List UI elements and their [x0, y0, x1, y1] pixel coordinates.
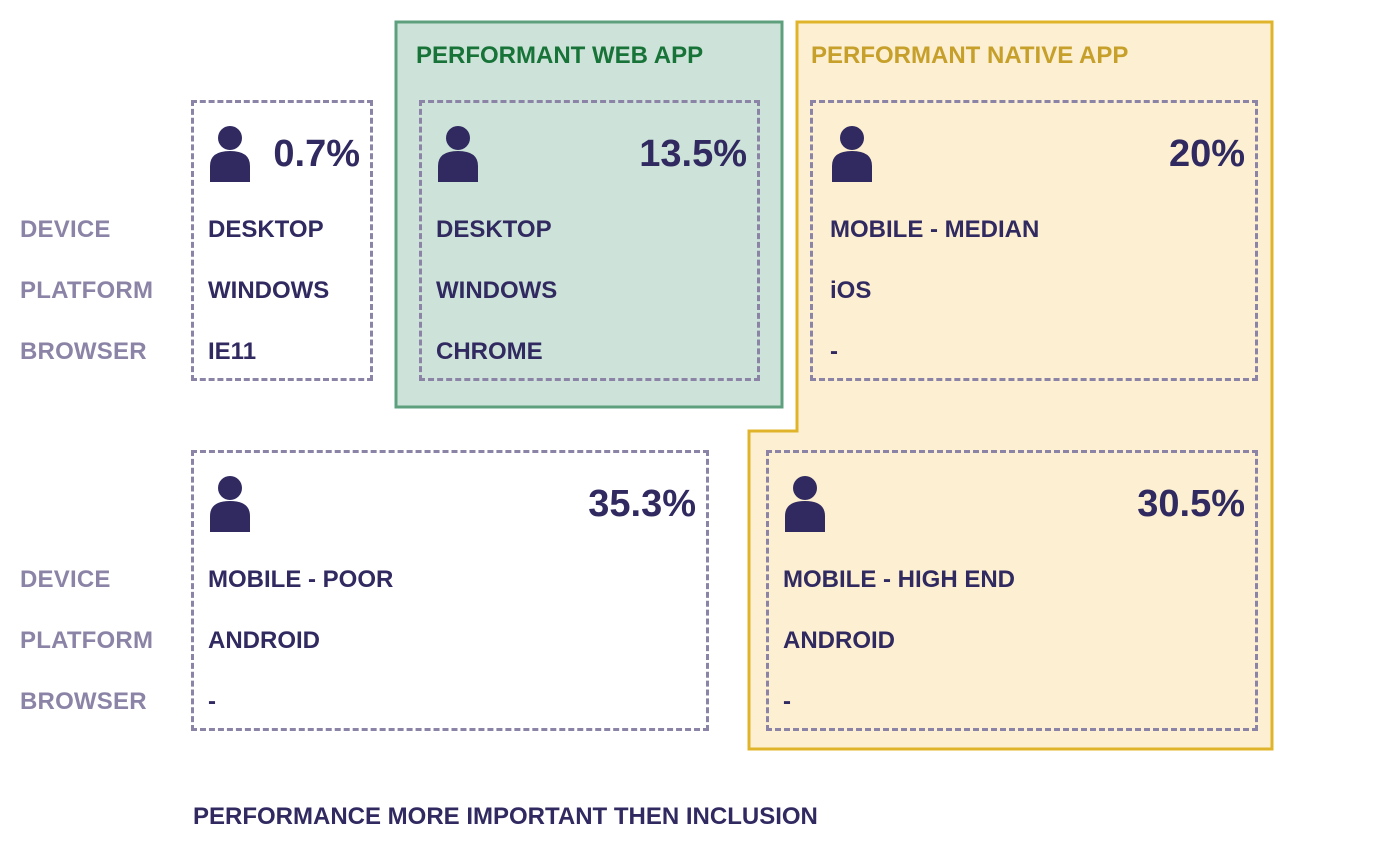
row-label-device: DEVICE	[20, 216, 111, 243]
row-label-platform: PLATFORM	[20, 277, 154, 304]
person-icon	[832, 126, 872, 182]
segment-device: MOBILE - POOR	[208, 566, 394, 593]
segment-device: DESKTOP	[208, 216, 324, 243]
row-label-platform: PLATFORM	[20, 627, 154, 654]
segment-browser: -	[208, 688, 216, 715]
segment-percent: 30.5%	[1137, 483, 1245, 525]
person-icon	[785, 476, 825, 532]
row-label-browser: BROWSER	[20, 688, 147, 715]
segment-card-desktop-chrome: 13.5% DESKTOP WINDOWS CHROME	[419, 100, 760, 381]
segment-card-desktop-ie11: 0.7% DESKTOP WINDOWS IE11	[191, 100, 373, 381]
segment-browser: CHROME	[436, 338, 543, 365]
segment-card-mobile-high-end-android: 30.5% MOBILE - HIGH END ANDROID -	[766, 450, 1258, 731]
segment-percent: 20%	[1168, 133, 1245, 175]
segment-percent: 0.7%	[273, 133, 360, 175]
segment-browser: -	[783, 688, 791, 715]
segment-card-mobile-poor-android: 35.3% MOBILE - POOR ANDROID -	[191, 450, 709, 731]
segment-device: MOBILE - MEDIAN	[830, 216, 1040, 243]
segment-percent: 35.3%	[588, 483, 696, 525]
segment-browser: IE11	[208, 338, 257, 365]
segment-card-mobile-median-ios: 20% MOBILE - MEDIAN iOS -	[810, 100, 1258, 381]
row-label-browser: BROWSER	[20, 338, 147, 365]
segment-browser: -	[830, 338, 838, 365]
web-app-group-box	[394, 20, 784, 409]
segment-percent: 13.5%	[639, 133, 747, 175]
footer-caption: PERFORMANCE MORE IMPORTANT THEN INCLUSIO…	[193, 803, 818, 830]
native-app-group-title: PERFORMANT NATIVE APP	[811, 42, 1129, 69]
segment-device: DESKTOP	[436, 216, 552, 243]
segment-platform: ANDROID	[208, 627, 320, 654]
segment-platform: WINDOWS	[208, 277, 330, 304]
person-icon	[210, 126, 250, 182]
segment-device: MOBILE - HIGH END	[783, 566, 1015, 593]
segment-platform: iOS	[830, 277, 872, 304]
segment-platform: WINDOWS	[436, 277, 558, 304]
person-icon	[438, 126, 478, 182]
native-app-group-box	[747, 20, 1274, 751]
person-icon	[210, 476, 250, 532]
row-label-device: DEVICE	[20, 566, 111, 593]
segment-platform: ANDROID	[783, 627, 895, 654]
web-app-group-title: PERFORMANT WEB APP	[416, 42, 704, 69]
